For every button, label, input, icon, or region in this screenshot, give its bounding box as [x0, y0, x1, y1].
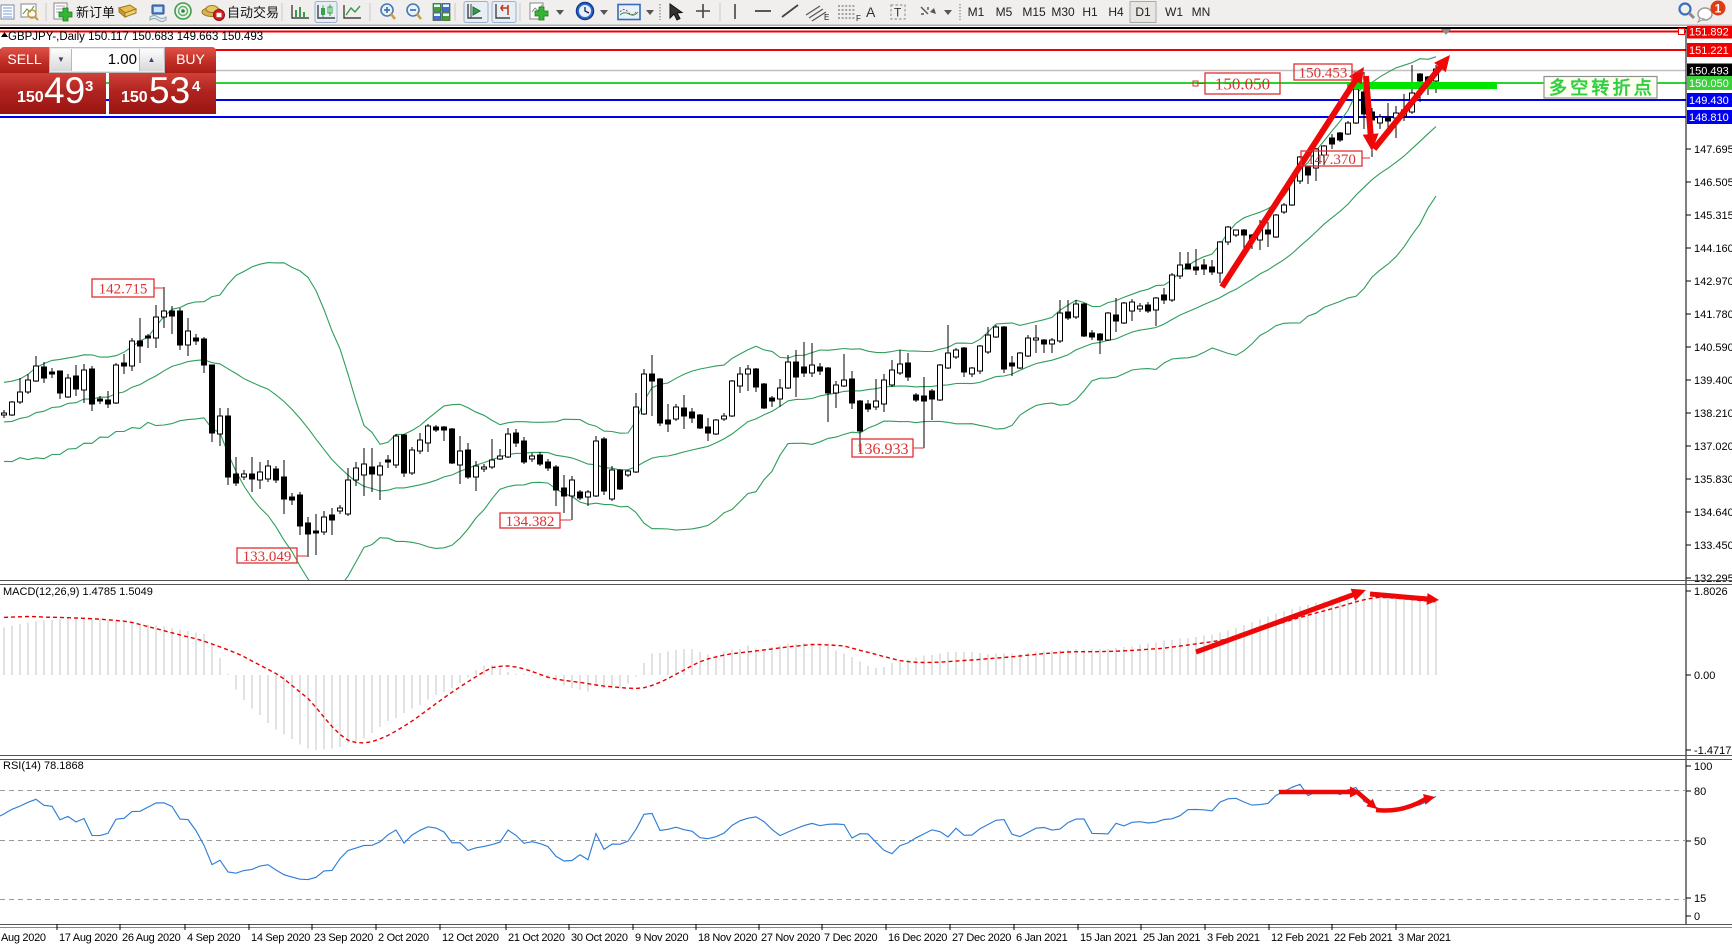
svg-text:27 Nov 2020: 27 Nov 2020	[761, 932, 820, 944]
svg-text:0.00: 0.00	[1694, 670, 1715, 682]
svg-text:D1: D1	[1135, 5, 1151, 19]
svg-text:138.210: 138.210	[1694, 408, 1732, 420]
svg-text:134.382: 134.382	[506, 514, 555, 530]
svg-text:150.050: 150.050	[1215, 75, 1270, 94]
svg-text:7 Dec 2020: 7 Dec 2020	[824, 932, 877, 944]
svg-text:150.050: 150.050	[1689, 78, 1729, 90]
svg-text:21 Oct 2020: 21 Oct 2020	[508, 932, 565, 944]
svg-text:M15: M15	[1022, 5, 1046, 19]
svg-text:133.049: 133.049	[243, 549, 292, 565]
svg-text:100: 100	[1694, 761, 1712, 773]
svg-text:新订单: 新订单	[76, 5, 115, 20]
svg-text:139.400: 139.400	[1694, 375, 1732, 387]
svg-text:W1: W1	[1165, 5, 1183, 19]
svg-text:4 Sep 2020: 4 Sep 2020	[187, 932, 240, 944]
svg-text:140.590: 140.590	[1694, 342, 1732, 354]
svg-text:50: 50	[1694, 836, 1706, 848]
svg-text:GBPJPY-,Daily 150.117 150.683: GBPJPY-,Daily 150.117 150.683 149.663 15…	[8, 31, 263, 43]
svg-text:A: A	[866, 4, 876, 20]
svg-text:Aug 2020: Aug 2020	[1, 932, 46, 944]
svg-text:80: 80	[1694, 786, 1706, 798]
svg-text:151.221: 151.221	[1689, 45, 1729, 57]
svg-text:148.810: 148.810	[1689, 112, 1729, 124]
svg-text:136.933: 136.933	[857, 441, 909, 458]
svg-text:25 Jan 2021: 25 Jan 2021	[1143, 932, 1200, 944]
svg-text:12 Feb 2021: 12 Feb 2021	[1271, 932, 1330, 944]
svg-text:17 Aug 2020: 17 Aug 2020	[59, 932, 118, 944]
svg-text:12 Oct 2020: 12 Oct 2020	[442, 932, 499, 944]
svg-text:147.695: 147.695	[1694, 144, 1732, 156]
svg-text:147.370: 147.370	[1307, 152, 1356, 168]
svg-text:E: E	[824, 13, 829, 22]
svg-text:133.450: 133.450	[1694, 540, 1732, 552]
svg-text:149.430: 149.430	[1689, 95, 1729, 107]
svg-text:26 Aug 2020: 26 Aug 2020	[122, 932, 181, 944]
svg-text:M1: M1	[968, 5, 985, 19]
svg-text:151.892: 151.892	[1689, 27, 1729, 39]
svg-text:135.830: 135.830	[1694, 474, 1732, 486]
svg-text:30 Oct 2020: 30 Oct 2020	[571, 932, 628, 944]
svg-text:132.295: 132.295	[1694, 573, 1732, 585]
svg-text:MACD(12,26,9) 1.4785 1.5049: MACD(12,26,9) 1.4785 1.5049	[3, 586, 153, 598]
svg-text:14 Sep 2020: 14 Sep 2020	[251, 932, 310, 944]
svg-text:F: F	[856, 14, 861, 23]
svg-text:多空转折点: 多空转折点	[1549, 77, 1655, 98]
svg-text:H1: H1	[1082, 5, 1098, 19]
svg-text:T: T	[894, 6, 902, 20]
svg-text:自动交易: 自动交易	[227, 5, 279, 20]
svg-text:3 Mar 2021: 3 Mar 2021	[1398, 932, 1451, 944]
svg-text:27 Dec 2020: 27 Dec 2020	[952, 932, 1011, 944]
svg-text:144.160: 144.160	[1694, 243, 1732, 255]
svg-text:137.020: 137.020	[1694, 441, 1732, 453]
svg-text:134.640: 134.640	[1694, 507, 1732, 519]
svg-text:1.8026: 1.8026	[1694, 586, 1728, 598]
svg-text:9 Nov 2020: 9 Nov 2020	[635, 932, 688, 944]
svg-text:MN: MN	[1192, 5, 1211, 19]
svg-text:2 Oct 2020: 2 Oct 2020	[378, 932, 429, 944]
svg-text:15: 15	[1694, 893, 1706, 905]
svg-text:16 Dec 2020: 16 Dec 2020	[888, 932, 947, 944]
svg-text:M30: M30	[1051, 5, 1075, 19]
svg-text:150.453: 150.453	[1299, 65, 1348, 81]
svg-text:145.315: 145.315	[1694, 210, 1732, 222]
svg-text:142.715: 142.715	[99, 281, 148, 297]
svg-text:0: 0	[1694, 911, 1700, 923]
svg-text:150.493: 150.493	[1689, 66, 1729, 78]
svg-text:22 Feb 2021: 22 Feb 2021	[1334, 932, 1393, 944]
svg-text:-1.4717: -1.4717	[1694, 745, 1731, 757]
svg-text:1: 1	[1715, 2, 1722, 16]
svg-text:23 Sep 2020: 23 Sep 2020	[314, 932, 373, 944]
svg-text:3 Feb 2021: 3 Feb 2021	[1207, 932, 1260, 944]
svg-text:146.505: 146.505	[1694, 177, 1732, 189]
svg-text:RSI(14) 78.1868: RSI(14) 78.1868	[3, 760, 84, 772]
svg-text:6 Jan 2021: 6 Jan 2021	[1016, 932, 1068, 944]
svg-text:H4: H4	[1108, 5, 1124, 19]
svg-text:M5: M5	[996, 5, 1013, 19]
svg-text:18 Nov 2020: 18 Nov 2020	[698, 932, 757, 944]
svg-text:142.970: 142.970	[1694, 276, 1732, 288]
svg-text:15 Jan 2021: 15 Jan 2021	[1080, 932, 1137, 944]
svg-text:141.780: 141.780	[1694, 309, 1732, 321]
